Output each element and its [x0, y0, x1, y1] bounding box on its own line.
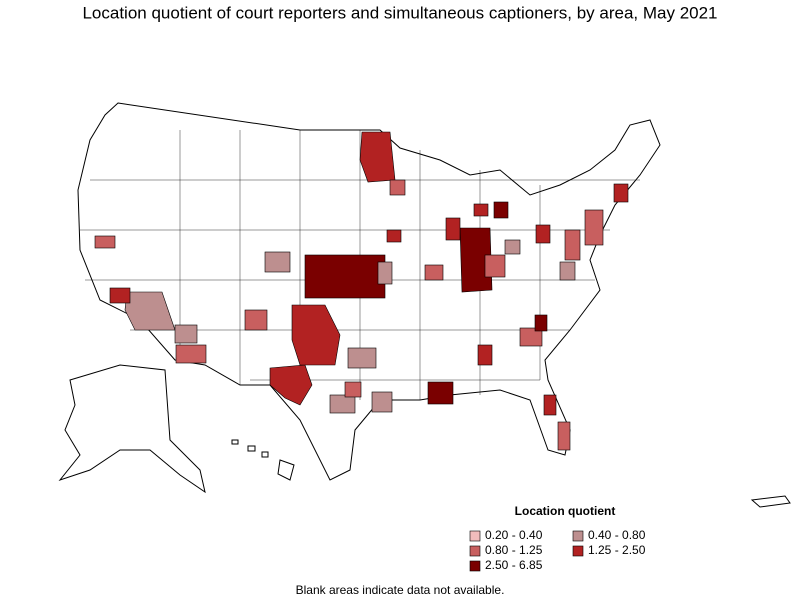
shaded-area [613, 183, 629, 203]
puerto-rico [750, 495, 791, 508]
legend-label: 0.20 - 0.40 [485, 528, 543, 542]
legend-label: 2.50 - 6.85 [485, 558, 543, 572]
shaded-area [94, 235, 116, 249]
legend-title: Location quotient [515, 504, 616, 518]
shaded-area [477, 344, 493, 366]
shaded-area [264, 251, 291, 273]
shaded-area [535, 224, 551, 244]
shaded-area [244, 309, 268, 331]
shaded-area [564, 229, 581, 261]
shaded-area [445, 217, 461, 241]
shaded-area [584, 209, 604, 246]
shaded-area [386, 229, 402, 243]
legend-swatch [469, 545, 481, 557]
shaded-area [424, 264, 444, 281]
shaded-area [557, 421, 571, 451]
shaded-area [473, 203, 489, 217]
legend-swatch [572, 530, 584, 542]
shaded-area [304, 254, 386, 299]
legend-label: 0.80 - 1.25 [485, 543, 543, 557]
shaded-area [377, 261, 393, 285]
shaded-area [534, 314, 548, 332]
shaded-area [371, 391, 393, 413]
shaded-area [291, 304, 341, 366]
shaded-area [543, 394, 557, 416]
shaded-area [174, 324, 198, 344]
alaska [58, 364, 206, 494]
shaded-area [359, 131, 396, 183]
shaded-area [329, 394, 356, 414]
shaded-area [109, 287, 131, 304]
shaded-area [519, 327, 543, 347]
shaded-area [124, 291, 176, 331]
shaded-area [459, 227, 493, 293]
shaded-area [484, 254, 506, 278]
hawaii [231, 439, 295, 481]
footnote: Blank areas indicate data not available. [296, 583, 505, 597]
legend-swatch [572, 545, 584, 557]
shaded-area [559, 261, 576, 281]
shaded-area [389, 179, 406, 196]
shaded-area [504, 239, 521, 255]
legend-label: 0.40 - 0.80 [588, 528, 646, 542]
shaded-areas [94, 131, 629, 451]
shaded-area [175, 344, 207, 364]
map [58, 102, 791, 508]
legend-swatch [469, 560, 481, 572]
shaded-area [347, 347, 377, 369]
legend-label: 1.25 - 2.50 [588, 543, 646, 557]
shaded-area [344, 381, 362, 398]
shaded-area [427, 381, 454, 405]
legend-swatch [469, 530, 481, 542]
legend: 0.20 - 0.40 0.40 - 0.80 0.80 - 1.25 1.25 - … [469, 528, 646, 572]
map-title: Location quotient of court reporters and… [82, 3, 717, 22]
shaded-area [493, 201, 509, 219]
